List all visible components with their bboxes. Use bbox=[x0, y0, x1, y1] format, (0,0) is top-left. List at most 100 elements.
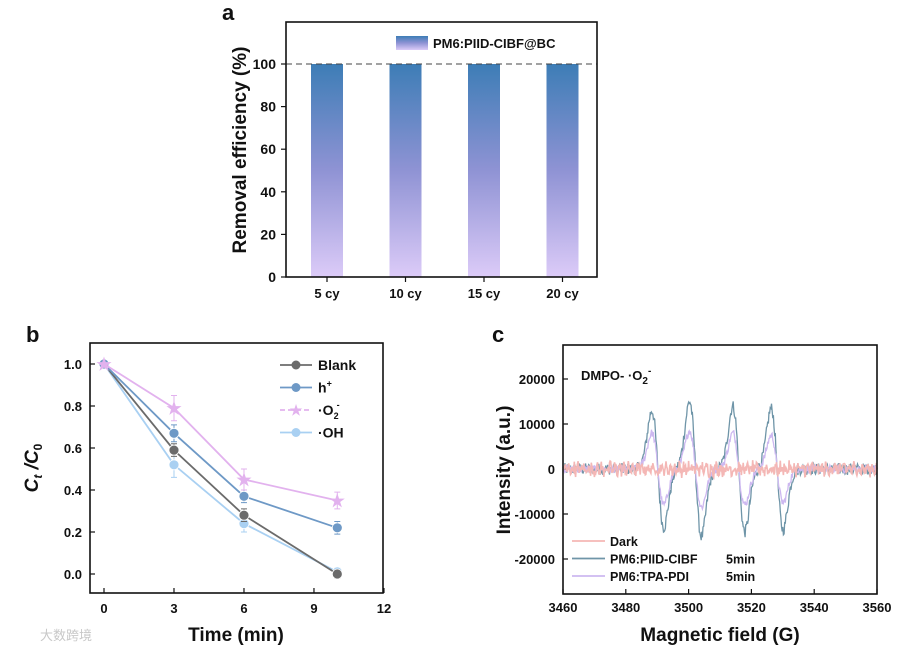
x-tick-label: 3480 bbox=[611, 600, 640, 615]
legend-label: PM6:TPA-PDI bbox=[610, 570, 689, 584]
bar-0 bbox=[311, 64, 343, 277]
bar-1 bbox=[389, 64, 422, 277]
x-tick-label: 3540 bbox=[800, 600, 829, 615]
y-tick-label: 10000 bbox=[519, 417, 555, 432]
y-label-sub: 0 bbox=[31, 443, 45, 450]
y-label-mid: /C bbox=[22, 450, 43, 475]
legend-label-sup: + bbox=[327, 379, 332, 389]
data-point-star: ★ bbox=[236, 471, 252, 490]
error-bar bbox=[334, 491, 341, 510]
y-tick-label: 80 bbox=[260, 99, 276, 115]
x-tick-label: 6 bbox=[240, 601, 247, 616]
y-tick-label: 0.2 bbox=[64, 525, 82, 540]
y-tick-label: 0.0 bbox=[64, 567, 82, 582]
y-label-main: C bbox=[22, 478, 43, 492]
legend-label-sub: 2 bbox=[334, 411, 339, 421]
legend-marker bbox=[291, 360, 301, 370]
legend-label-main: h bbox=[318, 380, 327, 396]
annotation-main: DMPO- ·O bbox=[581, 368, 642, 383]
y-tick-label: 40 bbox=[260, 184, 276, 200]
series-line-1 bbox=[103, 363, 338, 529]
legend-marker-star: ★ bbox=[290, 402, 303, 418]
panel-c-epr-chart: c 3460 3480 3500 3520 3540 3560 20000 10000 0 -100… bbox=[492, 322, 891, 646]
panel-label-c: c bbox=[492, 322, 504, 347]
legend-label-main: Blank bbox=[318, 357, 356, 373]
error-bar bbox=[170, 395, 177, 422]
data-point bbox=[331, 522, 343, 534]
panel-label-b: b bbox=[26, 322, 39, 347]
data-point bbox=[168, 444, 180, 456]
x-tick-label: 9 bbox=[310, 601, 317, 616]
legend-label: PM6:PIID-CIBF bbox=[610, 553, 698, 567]
panel-a-bar-chart: a 5 cy 10 cy 15 cy 20 cy 0 20 40 60 80 100Removal … bbox=[222, 0, 598, 301]
legend-label: PM6:PIID-CIBF@BC bbox=[433, 36, 556, 51]
legend-label: h+ bbox=[318, 379, 332, 396]
legend-marker bbox=[291, 383, 301, 392]
x-tick-label: 3560 bbox=[863, 600, 892, 615]
annotation-sup: - bbox=[648, 366, 651, 377]
series-line-0 bbox=[103, 363, 338, 575]
y-tick-label: 20000 bbox=[519, 372, 555, 387]
y-tick-label: 20 bbox=[260, 226, 276, 242]
plot-frame bbox=[285, 21, 598, 278]
legend-label-main: ·O bbox=[318, 402, 334, 418]
y-tick-label: 0 bbox=[548, 462, 555, 477]
legend-time: 5min bbox=[726, 553, 755, 567]
y-tick-label: 1.0 bbox=[64, 357, 82, 372]
x-tick-label: 3 bbox=[170, 601, 177, 616]
y-tick-label: -20000 bbox=[515, 552, 555, 567]
x-tick-label: 3460 bbox=[549, 600, 578, 615]
x-tick-label: 10 cy bbox=[389, 286, 422, 301]
x-tick-label: 15 cy bbox=[468, 286, 501, 301]
annotation-dmpo: DMPO- ·O2- bbox=[581, 366, 651, 387]
y-tick-label: 0.8 bbox=[64, 399, 82, 414]
legend-label: ·O2- bbox=[318, 400, 340, 421]
x-tick-label: 5 cy bbox=[314, 286, 340, 301]
x-axis-label: Magnetic field (G) bbox=[640, 625, 799, 646]
legend-marker bbox=[291, 428, 301, 437]
legend-swatch bbox=[396, 36, 428, 50]
legend-label-sup: - bbox=[337, 400, 340, 410]
y-tick-label: 0.6 bbox=[64, 441, 82, 456]
bar-2 bbox=[468, 64, 500, 277]
legend-label: Blank bbox=[318, 357, 356, 373]
plot-frame bbox=[89, 342, 384, 594]
y-tick-label: -10000 bbox=[515, 507, 555, 522]
annotation-sub: 2 bbox=[642, 376, 648, 387]
watermark: 大数跨境 bbox=[40, 628, 92, 643]
data-point-star: ★ bbox=[96, 355, 112, 374]
y-tick-label: 0 bbox=[268, 269, 276, 285]
bar-3 bbox=[546, 64, 579, 277]
spectrum-0 bbox=[562, 459, 878, 481]
data-point-star: ★ bbox=[330, 492, 346, 511]
x-axis-label: Time (min) bbox=[188, 625, 284, 646]
legend-time: 5min bbox=[726, 570, 755, 584]
series-line-2 bbox=[103, 363, 338, 502]
data-point bbox=[238, 509, 250, 521]
x-tick-label: 20 cy bbox=[546, 286, 579, 301]
legend-label-main: ·OH bbox=[318, 425, 344, 441]
y-tick-label: 60 bbox=[260, 141, 276, 157]
data-point bbox=[331, 568, 343, 580]
x-tick-label: 3520 bbox=[737, 600, 766, 615]
data-point bbox=[168, 427, 180, 439]
series-line-3 bbox=[103, 363, 338, 573]
y-tick-label: 0.4 bbox=[64, 483, 83, 498]
y-axis-label: Removal efficiency (%) bbox=[230, 47, 251, 254]
x-tick-label: 0 bbox=[100, 601, 107, 616]
y-axis-label: Intensity (a.u.) bbox=[494, 406, 515, 535]
x-tick-label: 12 bbox=[377, 601, 391, 616]
data-point bbox=[168, 459, 180, 471]
y-tick-label: 100 bbox=[253, 56, 277, 72]
y-label-sub: t bbox=[31, 474, 45, 479]
legend-label: Dark bbox=[610, 535, 638, 549]
y-axis-label: Ct /C0 bbox=[22, 443, 45, 492]
panel-label-a: a bbox=[222, 0, 235, 25]
panel-b-kinetics-chart: b 0 3 6 9 12 0.0 0.2 0.4 0.6 0.8 1.0 ·OH Blank h+ ★ ★ ★ ★ ★… bbox=[22, 322, 391, 646]
data-point bbox=[238, 490, 250, 502]
plot-frame bbox=[562, 344, 878, 595]
error-bar bbox=[240, 468, 247, 491]
x-tick-label: 3500 bbox=[674, 600, 703, 615]
legend-label: ·OH bbox=[318, 425, 344, 441]
